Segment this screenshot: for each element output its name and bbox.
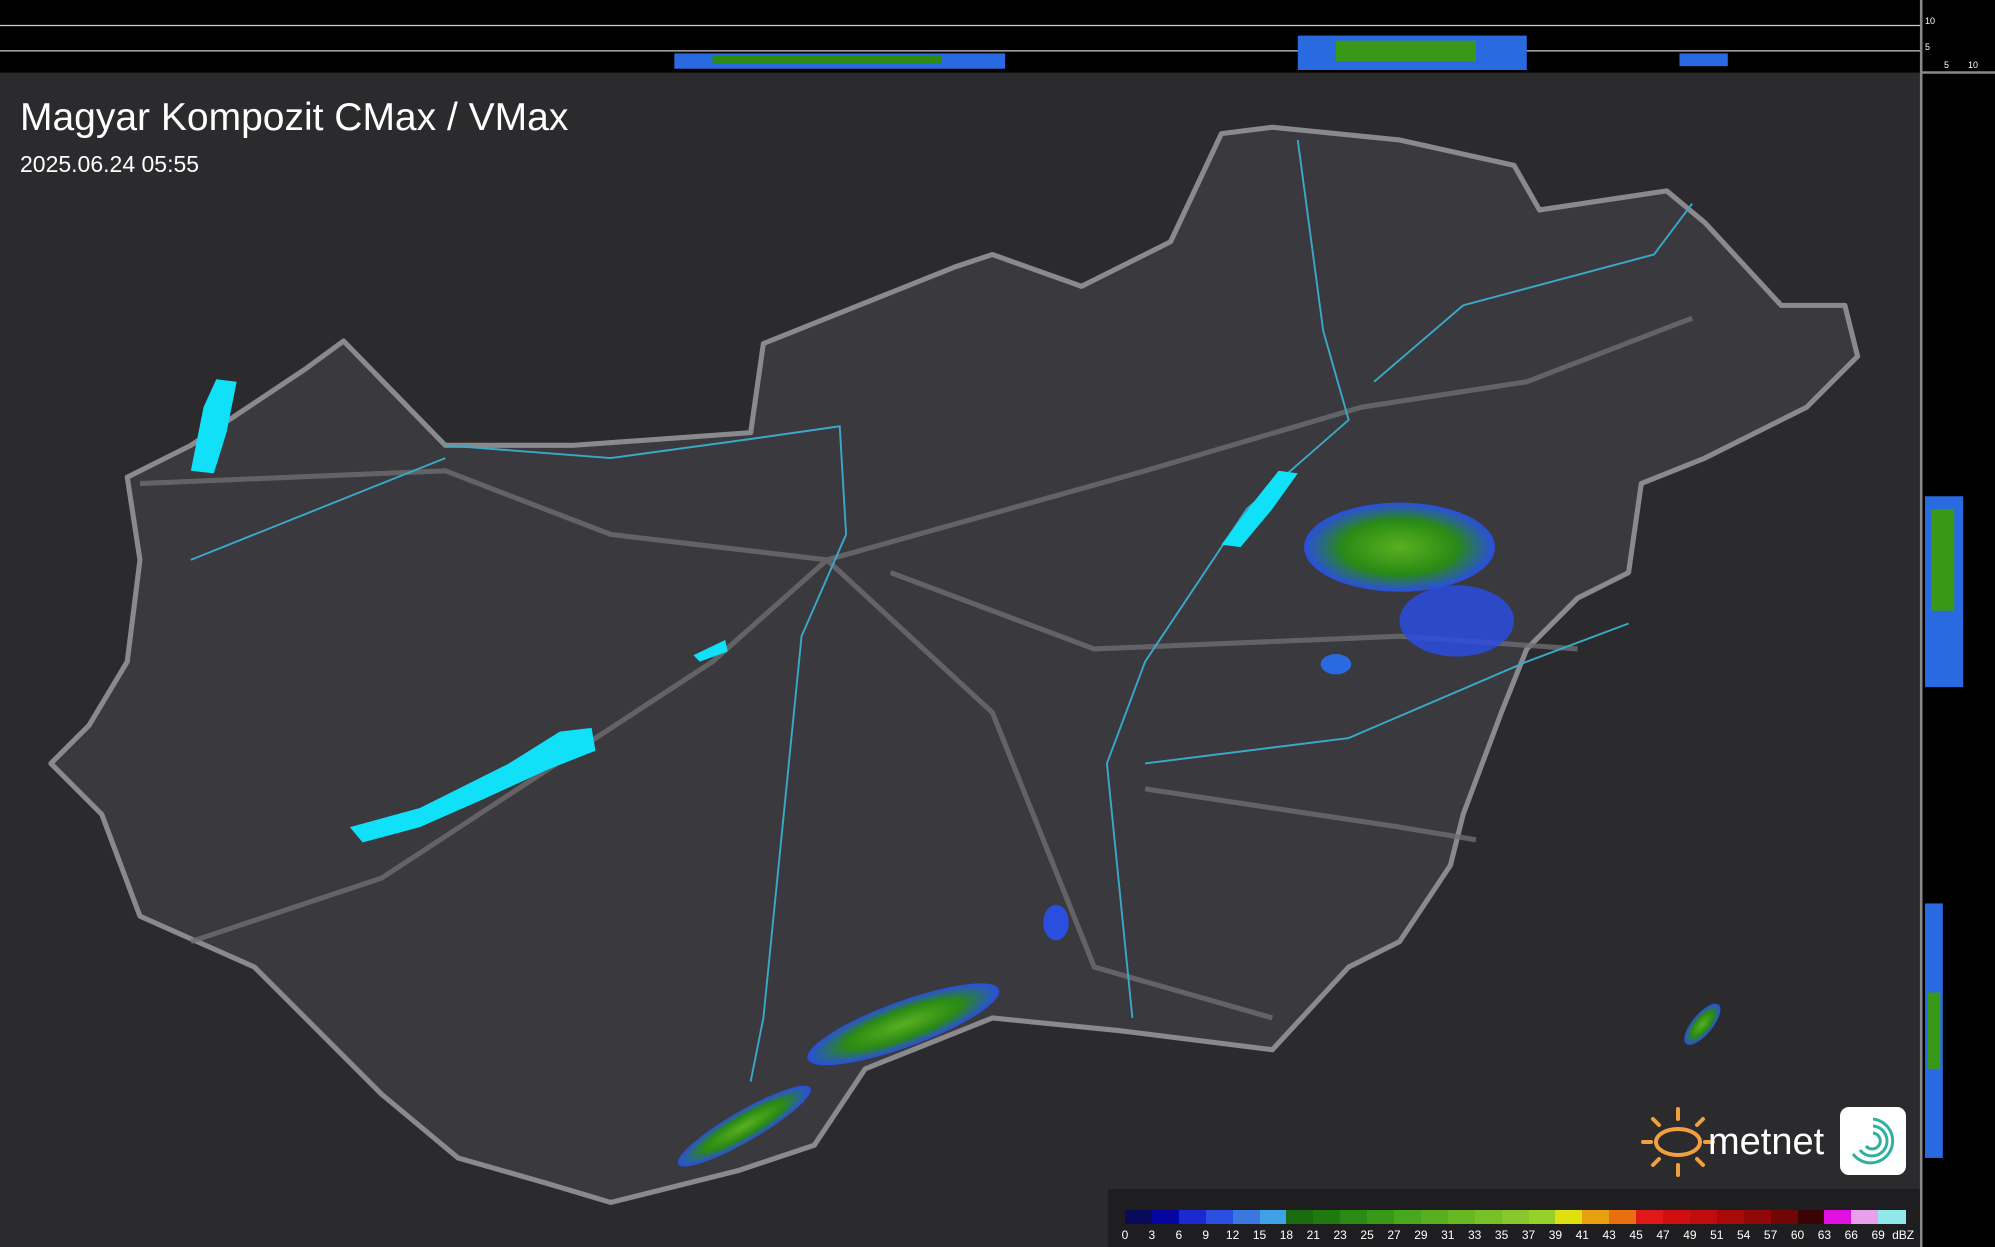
legend-label: 66 <box>1844 1228 1858 1242</box>
map-timestamp: 2025.06.24 05:55 <box>20 151 200 177</box>
legend-swatch <box>1743 1210 1772 1224</box>
legend-swatch <box>1528 1210 1556 1224</box>
legend-label: 25 <box>1360 1228 1374 1242</box>
legend-label: 63 <box>1817 1228 1832 1242</box>
legend-label: 49 <box>1683 1228 1697 1242</box>
legend-label: 3 <box>1148 1228 1156 1242</box>
legend-swatch <box>1770 1210 1798 1224</box>
legend-swatch <box>1340 1210 1368 1224</box>
legend-swatch <box>1313 1210 1341 1224</box>
legend-label: 9 <box>1202 1228 1210 1242</box>
legend-label: 57 <box>1763 1228 1778 1242</box>
legend-swatch <box>1689 1210 1718 1224</box>
side-tick-label: 5 <box>1925 42 1931 52</box>
legend-swatch <box>1797 1210 1825 1224</box>
legend-swatch <box>1447 1210 1476 1224</box>
legend-swatch <box>1259 1210 1287 1224</box>
legend-label: 54 <box>1737 1228 1751 1242</box>
legend-swatch <box>1420 1210 1449 1224</box>
map-title: Magyar Kompozit CMax / VMax <box>20 96 569 139</box>
logo-text: metnet <box>1708 1121 1825 1163</box>
radar-echoes <box>677 502 1721 1167</box>
lakes <box>190 379 1298 843</box>
legend-swatch <box>1824 1210 1852 1224</box>
legend-label: 69 <box>1871 1228 1885 1242</box>
legend-unit: dBZ <box>1892 1228 1915 1242</box>
lake-balaton <box>349 727 596 843</box>
legend-label: 37 <box>1521 1228 1536 1242</box>
legend-swatch <box>1555 1210 1583 1224</box>
legend-swatch <box>1878 1210 1906 1224</box>
legend-swatch <box>1636 1210 1664 1224</box>
legend-label: 39 <box>1548 1228 1563 1242</box>
legend-swatch <box>1286 1210 1314 1224</box>
legend-swatch <box>1501 1210 1529 1224</box>
legend-swatch <box>1205 1210 1234 1224</box>
legend-label: 27 <box>1387 1228 1401 1242</box>
lake-velence <box>693 640 728 662</box>
legend-label: 60 <box>1790 1228 1805 1242</box>
legend-swatch <box>1716 1210 1745 1224</box>
legend-label: 21 <box>1306 1228 1320 1242</box>
legend-label: 18 <box>1279 1228 1294 1242</box>
legend-label: 41 <box>1575 1228 1589 1242</box>
legend-label: 43 <box>1602 1228 1616 1242</box>
legend-label: 15 <box>1252 1228 1267 1242</box>
hungary-country <box>48 124 1861 1206</box>
legend-swatch <box>1609 1210 1637 1224</box>
legend-label: 6 <box>1175 1228 1183 1242</box>
lake-tisza <box>1221 470 1298 548</box>
legend-label: 47 <box>1656 1228 1670 1242</box>
legend-swatch <box>1151 1210 1180 1224</box>
legend-label: 23 <box>1333 1228 1347 1242</box>
legend-label: 29 <box>1414 1228 1428 1242</box>
legend-label: 12 <box>1225 1228 1240 1242</box>
legend-swatch <box>1367 1210 1395 1224</box>
legend-swatch <box>1125 1210 1153 1224</box>
dbz-color-legend: 0 3 6 9 12 15 18 21 23 25 27 29 31 33 35 37 39 41 43 45 47 49… <box>1108 1189 1920 1247</box>
rivers <box>190 139 1693 1082</box>
legend-label: 51 <box>1710 1228 1724 1242</box>
side-tick-label: 10 <box>1925 16 1936 26</box>
legend-swatch <box>1178 1210 1207 1224</box>
legend-swatch <box>1851 1210 1879 1224</box>
legend-label: 0 <box>1121 1228 1129 1242</box>
bottom-tick-label: 10 <box>1968 60 1979 70</box>
metnet-logo: metnet <box>1638 1104 1908 1185</box>
legend-label: 45 <box>1629 1228 1643 1242</box>
swirl-logo-icon <box>1840 1107 1906 1175</box>
legend-swatch <box>1474 1210 1503 1224</box>
sun-icon <box>1641 1107 1715 1177</box>
legend-label: 33 <box>1468 1228 1482 1242</box>
legend-swatch <box>1582 1210 1610 1224</box>
legend-swatch <box>1663 1210 1691 1224</box>
legend-label: 35 <box>1494 1228 1509 1242</box>
legend-swatch <box>1232 1210 1260 1224</box>
legend-swatch <box>1394 1210 1422 1224</box>
lake-neusiedl <box>190 379 237 474</box>
bottom-tick-label: 5 <box>1944 60 1950 70</box>
legend-label: 31 <box>1441 1228 1455 1242</box>
